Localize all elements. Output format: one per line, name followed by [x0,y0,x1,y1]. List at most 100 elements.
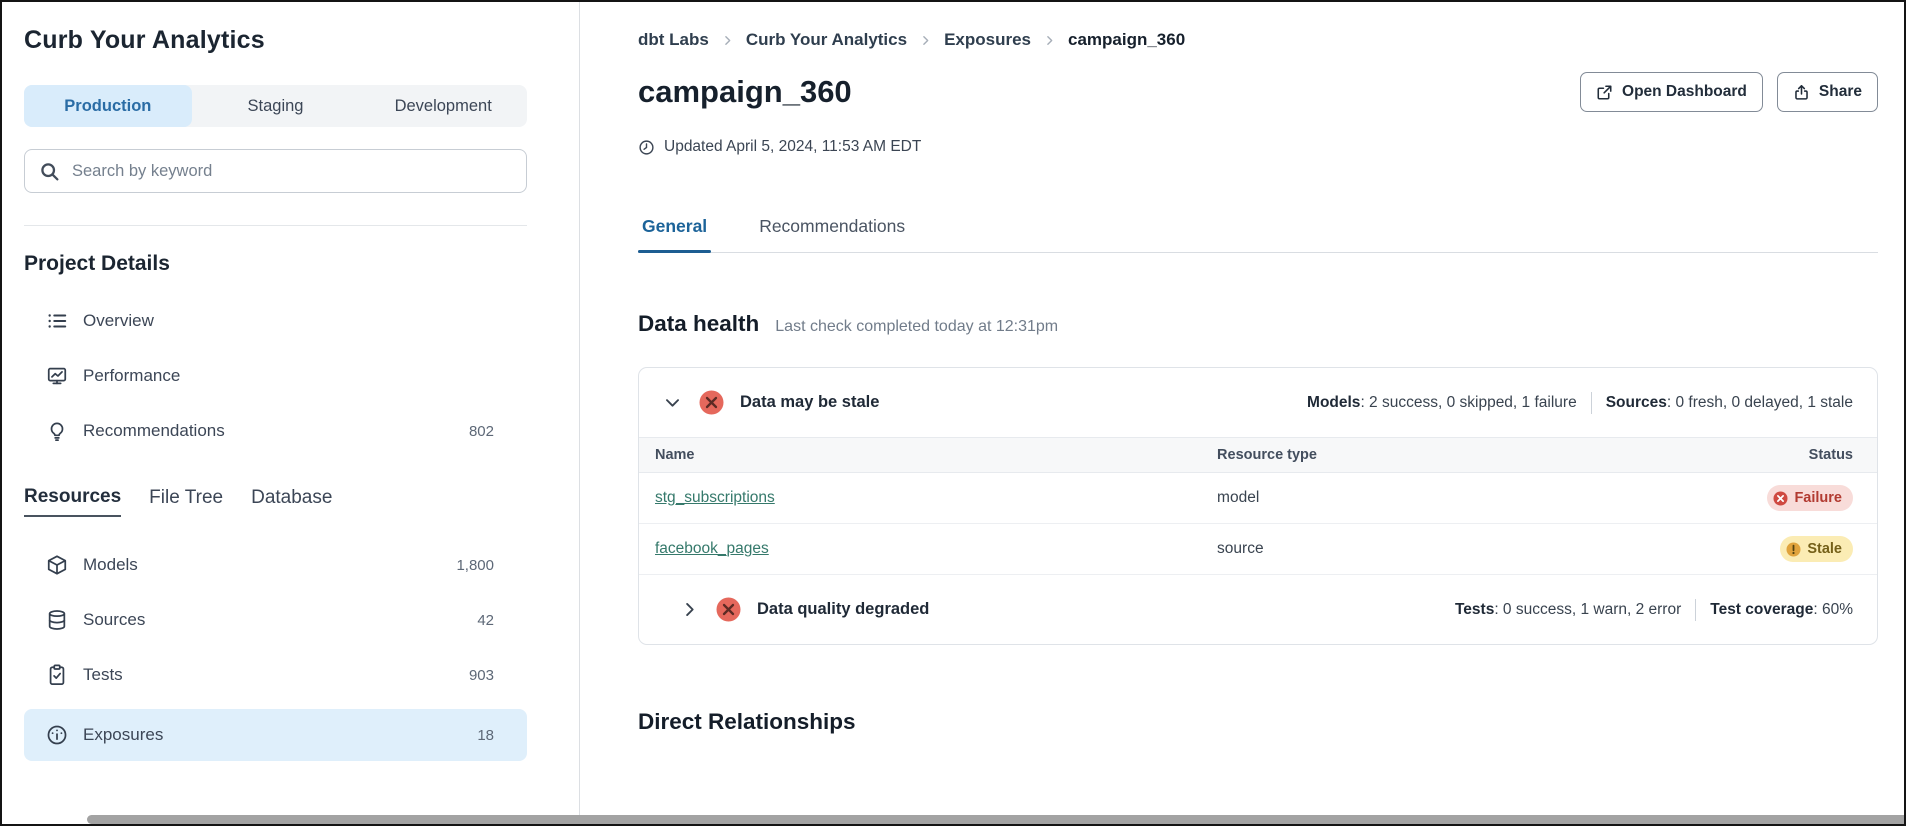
env-tab-development[interactable]: Development [359,85,527,127]
sidebar-item-overview[interactable]: Overview [24,300,527,342]
share-label: Share [1818,83,1862,100]
breadcrumb-project[interactable]: Curb Your Analytics [745,30,908,49]
sidebar-divider [24,225,527,226]
status-badge-label: Stale [1807,541,1842,557]
search-icon [39,161,60,182]
sidebar-item-tests[interactable]: Tests 903 [24,654,527,696]
data-health-card: Data may be stale Models: 2 success, 0 s… [638,367,1878,645]
cube-icon [46,554,68,576]
table-row: stg_subscriptions model Failure [639,472,1877,524]
stat-divider [1695,598,1697,621]
breadcrumb-current: campaign_360 [1068,30,1186,49]
chevron-right-icon [721,34,734,47]
tab-resources[interactable]: Resources [24,486,122,517]
sidebar: Curb Your Analytics Production Staging D… [2,2,580,824]
sidebar-item-count: 18 [477,726,494,744]
coverage-stat-value: : 60% [1813,600,1853,618]
sidebar-item-count: 903 [468,666,494,684]
sidebar-item-label: Exposures [83,725,164,744]
env-tab-staging[interactable]: Staging [192,85,360,127]
stale-badge-icon [1786,542,1801,556]
project-details-nav: Overview Performance [24,300,527,452]
stat-divider [1590,391,1592,414]
tab-file-tree[interactable]: File Tree [149,486,223,517]
bottom-scrollbar[interactable] [87,815,1904,824]
tab-general[interactable]: General [638,216,712,253]
status-badge-label: Failure [1794,490,1842,506]
column-header-name: Name [639,437,1202,473]
stale-section-row: Data may be stale Models: 2 success, 0 s… [639,368,1877,437]
resource-link-facebook-pages[interactable]: facebook_pages [655,540,769,557]
sources-stat-label: Sources [1605,393,1667,411]
failure-badge-icon [1773,491,1788,505]
updated-label: Updated April 5, 2024, 11:53 AM EDT [664,138,922,155]
breadcrumb-dbt-labs[interactable]: dbt Labs [638,30,709,49]
sidebar-item-label: Recommendations [83,421,225,440]
updated-timestamp: Updated April 5, 2024, 11:53 AM EDT [638,138,1878,156]
tests-stat-label: Tests [1454,600,1495,618]
error-status-icon [698,389,725,416]
sidebar-item-sources[interactable]: Sources 42 [24,599,527,641]
sidebar-item-count: 802 [468,422,494,440]
sidebar-item-label: Tests [83,665,123,684]
quality-section-row: Data quality degraded Tests: 0 success, … [639,575,1877,644]
sidebar-item-models[interactable]: Models 1,800 [24,544,527,586]
chevron-right-icon [1043,34,1056,47]
performance-icon [46,365,68,387]
breadcrumb: dbt Labs Curb Your Analytics Exposures c… [638,30,1878,50]
error-status-icon [715,596,742,623]
tests-stat-value: : 0 success, 1 warn, 2 error [1494,600,1682,618]
resource-type-cell: source [1201,523,1684,575]
share-button[interactable]: Share [1776,72,1878,112]
breadcrumb-exposures[interactable]: Exposures [944,30,1031,49]
env-tab-production[interactable]: Production [24,85,192,127]
sidebar-item-label: Models [83,555,138,574]
sources-stat-value: : 0 fresh, 0 delayed, 1 stale [1666,393,1853,411]
collapse-chevron-down-icon[interactable] [663,393,682,412]
main-content: dbt Labs Curb Your Analytics Exposures c… [580,2,1904,824]
table-row: facebook_pages source Stale [639,523,1877,575]
models-stat-label: Models [1307,393,1361,411]
expand-chevron-right-icon[interactable] [680,600,699,619]
last-check-label: Last check completed today at 12:31pm [775,318,1059,335]
search-box[interactable] [24,149,527,193]
clipboard-check-icon [46,664,68,686]
list-icon [46,310,68,332]
tab-database[interactable]: Database [251,486,332,517]
sidebar-item-label: Overview [83,311,154,330]
page-tabs: General Recommendations [638,216,1878,253]
stale-resources-table: Name Resource type Status stg_subscripti… [639,437,1877,575]
direct-relationships-heading: Direct Relationships [638,709,856,734]
header-actions: Open Dashboard Share [1580,72,1878,112]
project-details-heading: Project Details [24,252,170,275]
sidebar-item-recommendations[interactable]: Recommendations 802 [24,410,527,452]
status-badge-stale: Stale [1780,536,1853,562]
resource-view-tabs: Resources File Tree Database [24,486,527,517]
quality-section-stats: Tests: 0 success, 1 warn, 2 error Test c… [1454,598,1853,621]
sidebar-item-count: 1,800 [456,556,494,574]
stale-section-title: Data may be stale [740,393,880,411]
tab-recommendations[interactable]: Recommendations [755,216,909,252]
gauge-icon [46,724,68,746]
data-health-heading: Data health [638,311,760,336]
status-badge-failure: Failure [1767,485,1853,511]
search-input[interactable] [72,161,512,181]
clock-icon [638,139,655,156]
table-header-row: Name Resource type Status [639,437,1877,473]
sidebar-item-performance[interactable]: Performance [24,355,527,397]
external-link-icon [1596,84,1613,101]
open-dashboard-label: Open Dashboard [1622,83,1747,100]
resource-type-cell: model [1201,472,1684,524]
resources-nav: Models 1,800 Sources 42 [24,544,527,761]
resource-link-stg-subscriptions[interactable]: stg_subscriptions [655,489,775,506]
project-title: Curb Your Analytics [24,26,265,54]
chevron-right-icon [919,34,932,47]
sidebar-item-exposures[interactable]: Exposures 18 [24,709,527,761]
open-dashboard-button[interactable]: Open Dashboard [1580,72,1763,112]
environment-tabs: Production Staging Development [24,85,527,127]
quality-section-title: Data quality degraded [757,600,930,618]
coverage-stat-label: Test coverage [1710,600,1814,618]
sidebar-item-label: Sources [83,610,146,629]
share-icon [1793,84,1810,101]
